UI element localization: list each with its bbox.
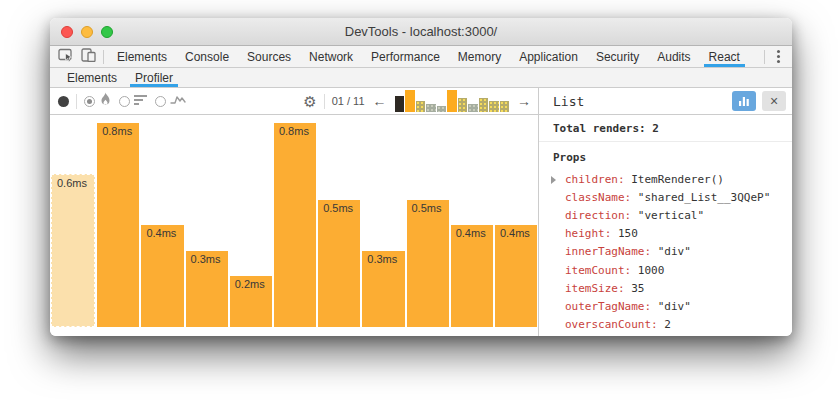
- tab-memory[interactable]: Memory: [449, 46, 510, 67]
- commit-bar[interactable]: 0.4ms: [451, 225, 493, 327]
- interactions-icon: [170, 92, 186, 110]
- subtab-profiler[interactable]: Profiler: [126, 68, 182, 87]
- minimap-bar[interactable]: [479, 98, 489, 112]
- minimap-bar[interactable]: [468, 104, 478, 112]
- devtools-window: DevTools - localhost:3000/ Elements Cons…: [50, 18, 792, 336]
- commit-bar[interactable]: 0.2ms: [230, 276, 272, 327]
- component-panel-header: List ×: [539, 88, 792, 115]
- device-toolbar-icon[interactable]: [81, 48, 96, 65]
- prop-row: children: ItemRenderer(): [565, 170, 792, 188]
- minimap-bar[interactable]: [458, 98, 468, 112]
- traffic-lights: [61, 26, 113, 38]
- inspect-element-icon[interactable]: [58, 48, 74, 65]
- tab-elements[interactable]: Elements: [108, 46, 176, 67]
- menu-divider: [764, 50, 765, 64]
- tab-application[interactable]: Application: [510, 46, 587, 67]
- next-snapshot-arrow[interactable]: →: [516, 94, 532, 108]
- commit-bar[interactable]: 0.3ms: [362, 251, 404, 328]
- view-flamegraph-option[interactable]: [84, 92, 112, 110]
- profiler-toolbar: ⚙ 01 / 11 ← →: [50, 88, 538, 115]
- ranked-chart-icon: [134, 92, 148, 110]
- flamegraph-radio[interactable]: [84, 96, 95, 107]
- tab-security[interactable]: Security: [587, 46, 648, 67]
- window-title: DevTools - localhost:3000/: [345, 24, 497, 39]
- commit-bar[interactable]: 0.3ms: [186, 251, 228, 328]
- profiler-pane: ⚙ 01 / 11 ← →: [50, 88, 538, 336]
- close-window-button[interactable]: [61, 26, 73, 38]
- prop-row: outerTagName: "div": [565, 297, 792, 315]
- more-options-icon[interactable]: [771, 47, 786, 66]
- commit-bar[interactable]: 0.5ms: [407, 200, 449, 328]
- tab-performance[interactable]: Performance: [362, 46, 449, 67]
- commit-bar[interactable]: 0.8ms: [274, 123, 316, 327]
- tab-audits[interactable]: Audits: [648, 46, 699, 67]
- minimap-bar[interactable]: [489, 101, 499, 112]
- minimap-bar[interactable]: [426, 104, 436, 112]
- subtab-elements[interactable]: Elements: [58, 68, 126, 87]
- minimap-bar[interactable]: [416, 101, 426, 112]
- commit-bar[interactable]: 0.4ms: [141, 225, 183, 327]
- interactions-radio[interactable]: [155, 96, 166, 107]
- prop-row: itemSize: 35: [565, 279, 792, 297]
- commit-bar-chart: 0.6ms 0.8ms 0.4ms 0.3ms 0.2ms 0.8ms 0.5m…: [50, 115, 538, 336]
- commit-bar[interactable]: 0.6ms: [51, 174, 95, 327]
- component-panel-body: Total renders: 2 Props children: ItemRen…: [539, 115, 792, 336]
- expand-arrow-icon[interactable]: [551, 176, 556, 184]
- minimize-window-button[interactable]: [81, 26, 93, 38]
- devtools-tabbar: Elements Console Sources Network Perform…: [50, 46, 792, 68]
- component-name: List: [553, 94, 584, 109]
- minimap-bar[interactable]: [405, 90, 415, 112]
- react-subtabbar: Elements Profiler: [50, 68, 792, 88]
- bar-chart-icon: [738, 96, 750, 107]
- flamegraph-icon: [99, 92, 112, 110]
- prop-row: height: 150: [565, 225, 792, 243]
- minimap-bar[interactable]: [500, 101, 510, 112]
- commit-bar[interactable]: 0.8ms: [97, 123, 139, 327]
- prop-row: innerTagName: "div": [565, 243, 792, 261]
- settings-gear-icon[interactable]: ⚙: [303, 94, 316, 109]
- commit-minimap: [395, 90, 510, 113]
- commit-bar[interactable]: 0.4ms: [495, 225, 537, 327]
- minimap-bar[interactable]: [395, 96, 405, 112]
- component-panel: List × Total renders: 2 Props children: …: [538, 88, 792, 336]
- view-ranked-option[interactable]: [119, 92, 148, 110]
- minimap-bar[interactable]: [437, 106, 447, 112]
- toolbar-divider: [103, 50, 104, 64]
- tab-react[interactable]: React: [700, 46, 749, 67]
- minimap-bar[interactable]: [447, 90, 457, 112]
- prop-row: itemCount: 1000: [565, 261, 792, 279]
- prop-row: overscanCount: 2: [565, 316, 792, 334]
- tab-network[interactable]: Network: [300, 46, 362, 67]
- props-heading: Props: [539, 142, 792, 167]
- total-renders: Total renders: 2: [539, 115, 792, 142]
- ranked-radio[interactable]: [119, 96, 130, 107]
- tab-console[interactable]: Console: [176, 46, 238, 67]
- props-list: children: ItemRenderer() className: "sha…: [539, 167, 792, 336]
- prop-row: direction: "vertical": [565, 206, 792, 224]
- commit-bar[interactable]: 0.5ms: [318, 200, 360, 328]
- tab-sources[interactable]: Sources: [238, 46, 300, 67]
- prop-row: useIsScrolling: false: [565, 334, 792, 336]
- component-chart-button[interactable]: [732, 91, 756, 111]
- prev-snapshot-arrow[interactable]: ←: [372, 94, 388, 108]
- prop-row: className: "shared_List__3QQeP": [565, 188, 792, 206]
- snapshot-counter: 01 / 11: [332, 95, 365, 107]
- zoom-window-button[interactable]: [101, 26, 113, 38]
- close-panel-button[interactable]: ×: [762, 91, 786, 111]
- view-interactions-option[interactable]: [155, 92, 186, 110]
- titlebar: DevTools - localhost:3000/: [50, 18, 792, 46]
- record-button[interactable]: [58, 96, 69, 107]
